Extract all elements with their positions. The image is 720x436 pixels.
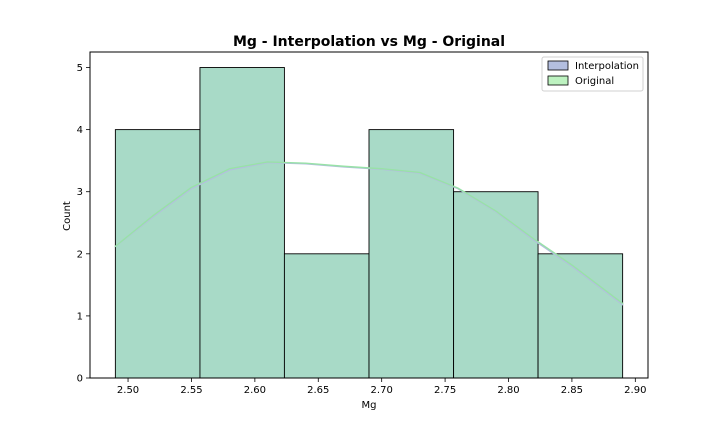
- x-tick-label-3: 2.60: [244, 385, 266, 396]
- legend-swatch-interpolation: [547, 60, 569, 71]
- x-tick-label-6: 2.75: [434, 385, 456, 396]
- kde-layer: [114, 161, 624, 306]
- legend-label-interpolation: Interpolation: [575, 61, 639, 72]
- y-tick-label-1: 0: [77, 374, 83, 385]
- y-axis-label: Count: [62, 201, 73, 231]
- histogram-bar-2: [199, 67, 285, 379]
- histogram-bar-3: [283, 253, 370, 379]
- x-tick-label-5: 2.70: [371, 385, 393, 396]
- y-tick-label-6: 5: [77, 63, 83, 74]
- histogram-bar-1: [114, 129, 201, 379]
- y-tick-label-2: 1: [77, 311, 83, 322]
- chart-title: Mg - Interpolation vs Mg - Original: [233, 34, 505, 50]
- kde-line-original: [114, 161, 624, 305]
- histogram-bar-5: [453, 191, 539, 379]
- ticks-layer: 2.50 2.55 2.60 2.65 2.70 2.75 2.80 2.85 2.90 0 1 2 3…: [77, 63, 647, 396]
- y-tick-label-4: 3: [77, 187, 83, 198]
- y-tick-label-5: 4: [77, 125, 83, 136]
- x-tick-label-2: 2.55: [180, 385, 202, 396]
- plot-frame: [89, 51, 649, 379]
- histogram-bar-4: [368, 129, 455, 379]
- legend-swatch-original: [547, 75, 569, 86]
- x-tick-label-4: 2.65: [307, 385, 329, 396]
- x-tick-label-9: 2.90: [624, 385, 646, 396]
- bars-layer: [114, 67, 624, 379]
- histogram-bar-6: [537, 253, 624, 379]
- x-tick-label-7: 2.80: [497, 385, 519, 396]
- x-tick-label-1: 2.50: [117, 385, 139, 396]
- axes-layer: [89, 51, 649, 379]
- labels-layer: Mg - Interpolation vs Mg - Original Mg C…: [62, 34, 505, 411]
- y-tick-label-3: 2: [77, 249, 83, 260]
- x-axis-label: Mg: [362, 400, 377, 411]
- legend: Interpolation Original: [541, 56, 644, 92]
- legend-label-original: Original: [575, 76, 614, 87]
- x-tick-label-8: 2.85: [561, 385, 583, 396]
